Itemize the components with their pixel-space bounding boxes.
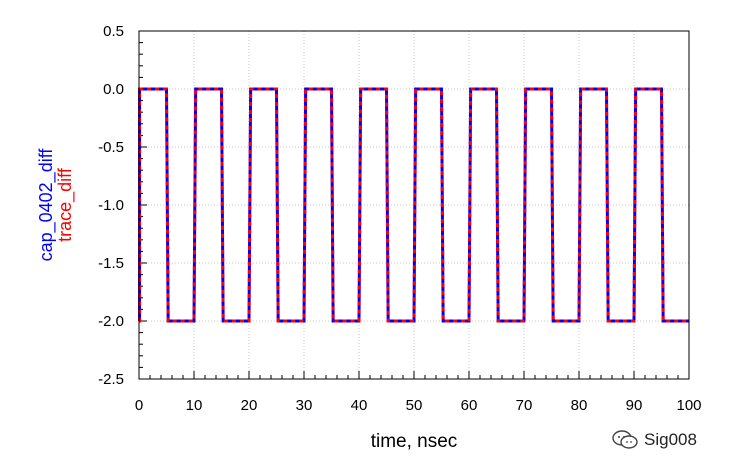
x-tick-label: 0	[135, 397, 143, 414]
x-tick-label: 80	[571, 397, 588, 414]
y-tick-label: -1.0	[98, 197, 124, 214]
y-tick-labels: 0.5 0.0 -0.5 -1.0 -1.5 -2.0 -2.5	[98, 23, 124, 388]
wechat-icon	[612, 430, 638, 449]
series-line-trace-diff	[138, 87, 689, 323]
plot-frame	[138, 30, 690, 380]
x-tick-label: 20	[241, 397, 258, 414]
watermark: Sig008	[612, 430, 697, 450]
y-tick-label: 0.5	[103, 23, 124, 40]
x-tick-label: 30	[296, 397, 313, 414]
series-label-trace-diff: trace_diff	[55, 167, 76, 242]
x-tick-labels: 0 10 20 30 40 50 60 70 80 90 100	[135, 397, 702, 414]
y-tick-label: -1.5	[98, 255, 124, 272]
x-tick-label: 90	[626, 397, 643, 414]
y-axis-series-labels: cap_0402_diff trace_diff	[36, 148, 76, 262]
series-layer	[138, 87, 689, 323]
x-tick-label: 40	[351, 397, 368, 414]
x-axis-title: time, nsec	[371, 431, 458, 452]
watermark-text: Sig008	[644, 430, 697, 449]
x-tick-label: 60	[461, 397, 478, 414]
series-label-cap-0402-diff: cap_0402_diff	[36, 148, 57, 262]
y-tick-label: -0.5	[98, 139, 124, 156]
x-tick-label: 10	[186, 397, 203, 414]
y-tick-label: -2.5	[98, 371, 124, 388]
x-tick-label: 100	[676, 397, 701, 414]
x-tick-label: 50	[406, 397, 423, 414]
x-tick-label: 70	[516, 397, 533, 414]
y-tick-label: -2.0	[98, 313, 124, 330]
y-tick-label: 0.0	[103, 81, 124, 98]
